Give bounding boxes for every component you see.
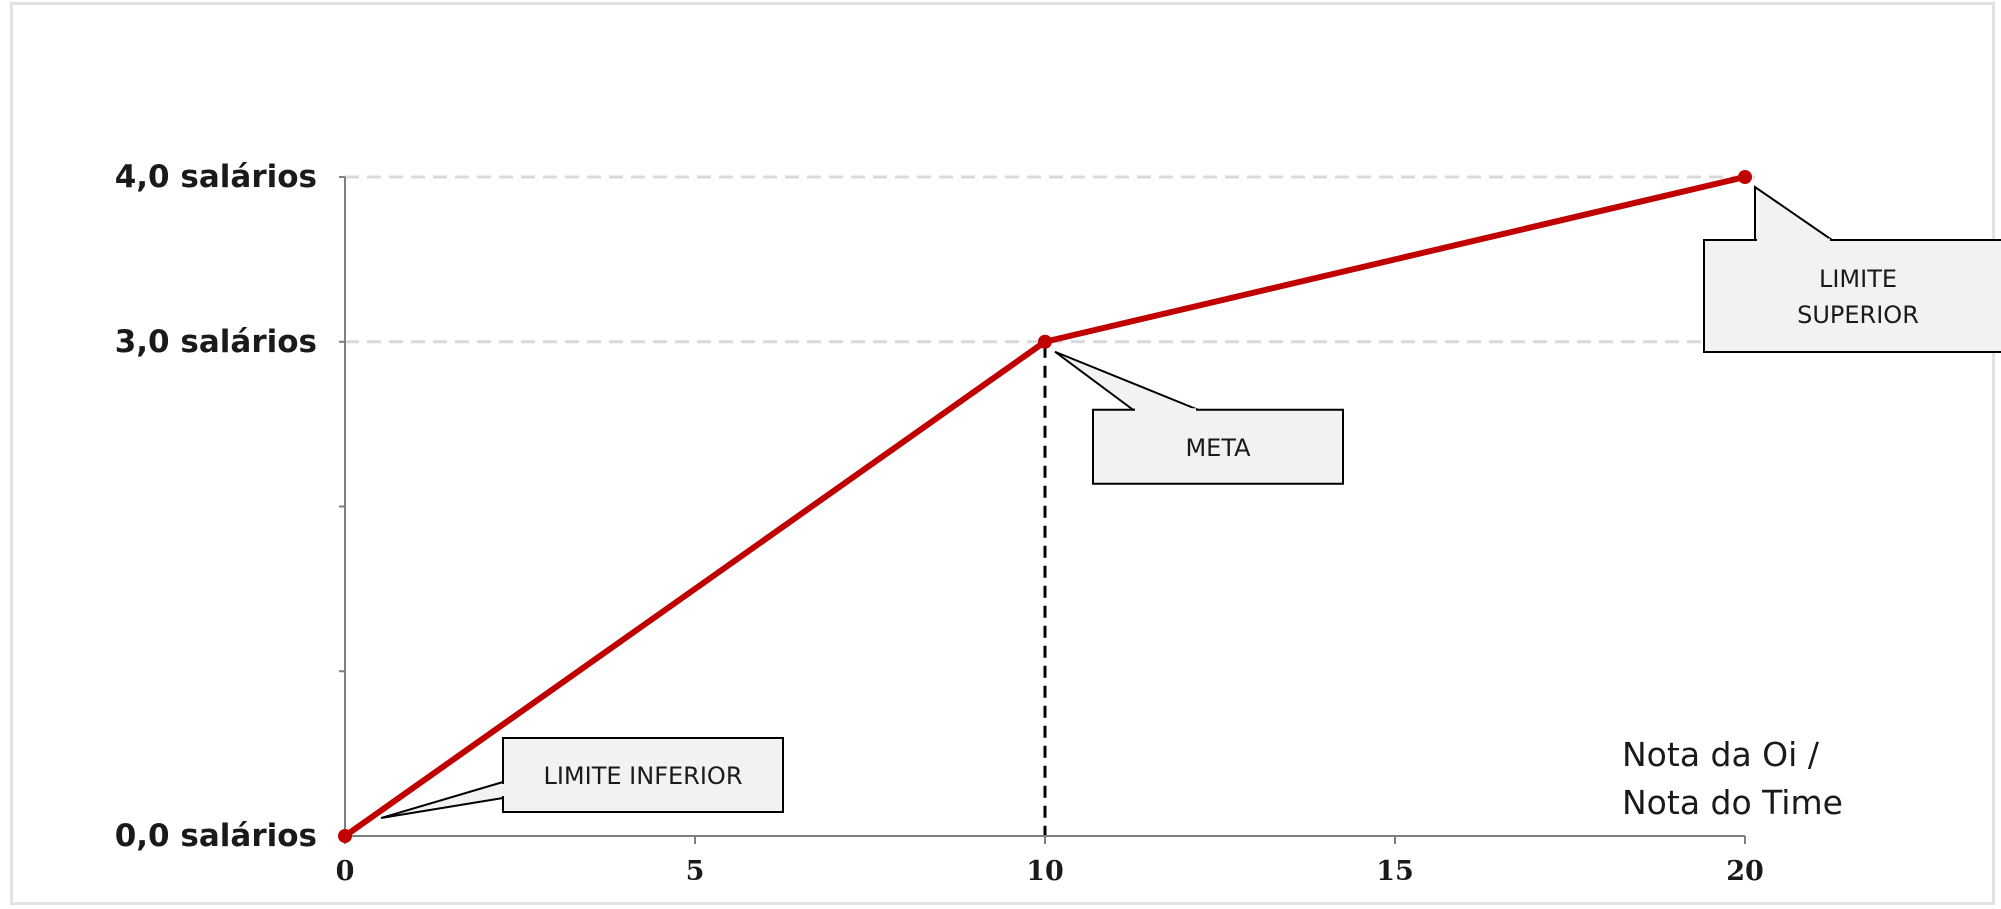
callout-box <box>1092 408 1344 485</box>
x-axis-title-line-2: Nota do Time <box>1622 783 1843 822</box>
y-tick-label: 0,0 salários <box>115 818 317 854</box>
callout-pointer <box>1054 350 1199 411</box>
series-group <box>338 170 1752 843</box>
callout-limite-inferior: LIMITE INFERIOR <box>380 737 784 819</box>
data-point <box>1738 170 1752 184</box>
y-axis-labels: 4,0 salários 3,0 salários 0,0 salários <box>115 159 317 854</box>
chart-frame <box>10 2 1995 905</box>
callout-text: LIMITE <box>1819 265 1897 293</box>
callout-text: LIMITE INFERIOR <box>543 762 742 790</box>
y-tick-label: 4,0 salários <box>115 159 317 195</box>
x-tick-label: 5 <box>686 856 705 887</box>
x-tick-label: 15 <box>1376 856 1414 887</box>
x-tick-label: 20 <box>1726 856 1764 887</box>
x-tick-label: 0 <box>336 856 355 887</box>
callout-text: SUPERIOR <box>1797 301 1919 329</box>
x-axis-title-line-1: Nota da Oi / <box>1622 735 1820 774</box>
callout-pointer <box>1754 185 1836 241</box>
data-point <box>338 829 352 843</box>
data-point <box>1038 334 1052 349</box>
x-axis-labels: 0 5 10 15 20 <box>336 856 1764 887</box>
callout-limite-superior: LIMITE SUPERIOR <box>1703 185 2001 353</box>
y-tick-label: 3,0 salários <box>115 324 317 360</box>
callout-meta: META <box>1054 350 1344 485</box>
callouts: LIMITE INFERIOR META LIMITE SUPERIOR <box>380 185 2001 819</box>
callout-text: META <box>1185 434 1251 462</box>
x-tick-label: 10 <box>1026 856 1064 887</box>
callout-box <box>1703 239 2001 353</box>
callout-box <box>502 737 784 813</box>
